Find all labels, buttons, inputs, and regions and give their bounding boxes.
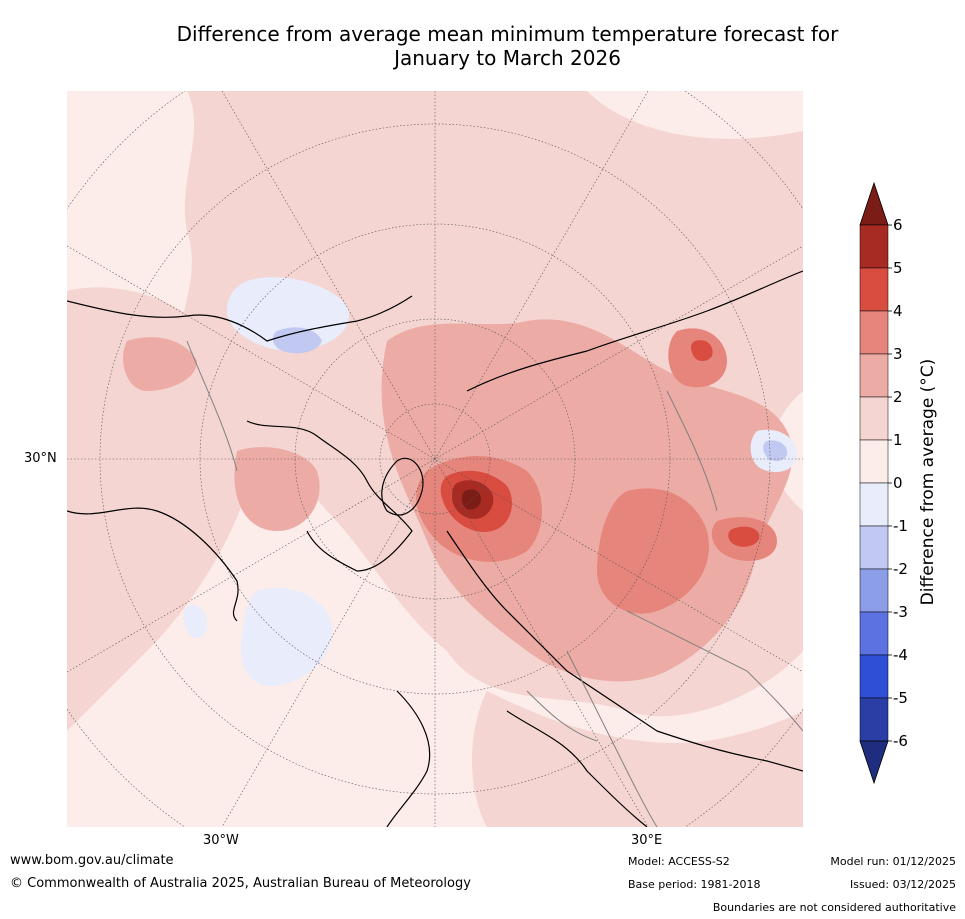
anomaly-gt6-barents xyxy=(461,489,481,510)
colorbar-tick-label: 2 xyxy=(893,388,903,406)
colorbar-band xyxy=(859,697,889,742)
colorbar-tick-label: 6 xyxy=(893,216,903,234)
colorbar-extend-high xyxy=(859,181,889,226)
anomaly-1-2-eurasia-south xyxy=(472,691,803,827)
anomaly-2-3-canada xyxy=(234,447,320,531)
boundaries-disclaimer: Boundaries are not considered authoritat… xyxy=(712,901,956,914)
colorbar-extend-low xyxy=(859,740,889,785)
colorbar-band xyxy=(859,568,889,613)
colorbar-tick-label: 1 xyxy=(893,431,903,449)
colorbar-band xyxy=(859,611,889,656)
colorbar-band xyxy=(859,267,889,312)
anomaly-2-3-alaska xyxy=(123,337,197,391)
lon-label-30w: 30°W xyxy=(203,833,239,848)
anomaly-neg-bering xyxy=(227,277,349,351)
anomaly-neg-bering-core xyxy=(272,327,322,354)
anomaly-2-3-arctic xyxy=(381,319,793,682)
colorbar-tick-label: -2 xyxy=(893,560,908,578)
colorbar-band xyxy=(859,396,889,441)
colorbar-band xyxy=(859,482,889,527)
title-line-2: January to March 2026 xyxy=(394,46,621,70)
title-line-1: Difference from average mean minimum tem… xyxy=(176,22,839,46)
anomaly-neg-mongolia-core xyxy=(763,440,788,462)
country-borders xyxy=(186,340,803,827)
forecast-map xyxy=(67,91,803,827)
colorbar-title: Difference from average (°C) xyxy=(918,358,938,606)
colorbar-tick-label: -3 xyxy=(893,603,908,621)
lon-label-30e: 30°E xyxy=(631,833,663,848)
colorbar-tick-label: 3 xyxy=(893,345,903,363)
colorbar-band xyxy=(859,654,889,699)
colorbar-tick-label: -4 xyxy=(893,646,908,664)
anomaly-3-4-siberia xyxy=(597,488,709,614)
coastlines xyxy=(67,270,803,827)
colorbar-band xyxy=(859,310,889,355)
colorbar-tick-label: 5 xyxy=(893,259,903,277)
chart-title: Difference from average mean minimum tem… xyxy=(60,22,955,70)
copyright: © Commonwealth of Australia 2025, Austra… xyxy=(10,876,471,891)
anomaly-4-5-kazakhstan xyxy=(728,526,760,547)
model-run: Model run: 01/12/2025 xyxy=(830,855,956,868)
colorbar-band xyxy=(859,353,889,398)
anomaly-neg-atlantic-west xyxy=(183,604,207,638)
issued-date: Issued: 03/12/2025 xyxy=(849,878,956,891)
colorbar-tick-label: -1 xyxy=(893,517,908,535)
colorbar-band xyxy=(859,224,889,269)
model-name: Model: ACCESS-S2 xyxy=(628,855,730,868)
graticule xyxy=(67,91,803,827)
colorbar: 6 5 4 3 2 1 0 -1 -2 -3 -4 -5 -6 xyxy=(859,181,908,785)
anomaly-neg-atlantic xyxy=(240,587,333,687)
colorbar-tick-label: 4 xyxy=(893,302,903,320)
lat-label-30n: 30°N xyxy=(24,451,57,466)
colorbar-tick-label: 0 xyxy=(893,474,903,492)
base-period: Base period: 1981-2018 xyxy=(628,878,761,891)
website-link[interactable]: www.bom.gov.au/climate xyxy=(10,853,174,868)
colorbar-band xyxy=(859,525,889,570)
colorbar-tick-label: -6 xyxy=(893,732,908,750)
colorbar-tick-label: -5 xyxy=(893,689,908,707)
colorbar-band xyxy=(859,439,889,484)
anomaly-4-5-east-siberia xyxy=(690,340,713,362)
